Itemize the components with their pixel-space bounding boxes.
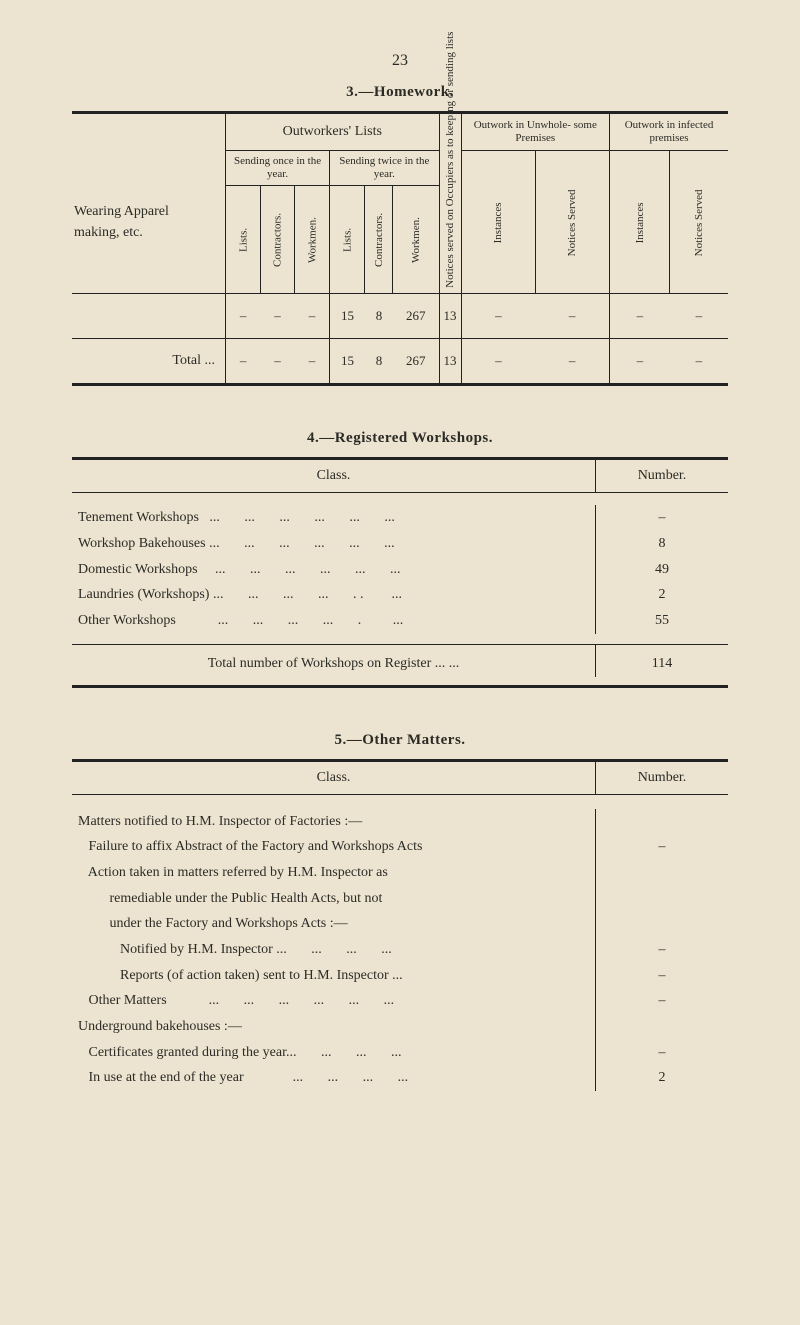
col-class: Class. xyxy=(72,762,596,795)
col-sending-twice: Sending twice in the year. xyxy=(330,151,439,186)
page-number: 23 xyxy=(72,52,728,70)
col-outwork-unwholesome: Outwork in Unwhole- some Premises xyxy=(461,114,610,151)
table-row: Certificates granted during the year... … xyxy=(72,1040,728,1066)
table-row: – – – 15 8 267 13 – – – – xyxy=(72,294,728,339)
section5-heading: 5.—Other Matters. xyxy=(72,732,728,749)
table-row: Workshop Bakehouses ... ... ... ... ... … xyxy=(72,531,728,557)
table-other-matters: Class. Number. Matters notified to H.M. … xyxy=(72,762,728,1092)
table-row: Action taken in matters referred by H.M.… xyxy=(72,860,728,886)
section4-heading: 4.—Registered Workshops. xyxy=(72,430,728,447)
col-outworkers-lists: Outworkers' Lists xyxy=(226,114,440,151)
table-row: under the Factory and Workshops Acts :— xyxy=(72,911,728,937)
table-row: remediable under the Public Health Acts,… xyxy=(72,886,728,912)
table-row: Tenement Workshops ... ... ... ... ... .… xyxy=(72,505,728,531)
table-row: Matters notified to H.M. Inspector of Fa… xyxy=(72,809,728,835)
col-notices-served-1: Notices Served xyxy=(535,151,609,294)
col-lists-2: Lists. xyxy=(330,186,365,294)
col-class: Class. xyxy=(72,460,596,493)
table-row-total: Total number of Workshops on Register ..… xyxy=(72,644,728,676)
col-number: Number. xyxy=(596,762,729,795)
col-outwork-infected: Outwork in infected premises xyxy=(610,114,728,151)
col-sending-once: Sending once in the year. xyxy=(226,151,330,186)
page: 23 3.—Homework. Wearing Apparel making, … xyxy=(0,0,800,1325)
table-row: Reports (of action taken) sent to H.M. I… xyxy=(72,963,728,989)
col-contractors-2: Contractors. xyxy=(365,186,393,294)
col-instances-2: Instances xyxy=(610,151,670,294)
section3-heading: 3.—Homework. xyxy=(72,84,728,101)
col-instances-1: Instances xyxy=(461,151,535,294)
table-workshops: Class. Number. Tenement Workshops ... ..… xyxy=(72,460,728,676)
col-number: Number. xyxy=(596,460,729,493)
table-row: Underground bakehouses :— xyxy=(72,1014,728,1040)
table-row: In use at the end of the year ... ... ..… xyxy=(72,1065,728,1091)
table-row: Other Workshops ... ... ... ... . ...55 xyxy=(72,608,728,634)
col-contractors-1: Contractors. xyxy=(260,186,295,294)
col-lists-1: Lists. xyxy=(226,186,261,294)
table-row: Domestic Workshops ... ... ... ... ... .… xyxy=(72,557,728,583)
table-row-total: Total ... – – – 15 8 267 13 – – – – xyxy=(72,339,728,384)
table-row: Other Matters ... ... ... ... ... ...– xyxy=(72,988,728,1014)
col-notices-served-2: Notices Served xyxy=(670,151,728,294)
row-label: Wearing Apparel making, etc. xyxy=(72,114,226,294)
table-row: Laundries (Workshops) ... ... ... ... . … xyxy=(72,582,728,608)
table-homework: Wearing Apparel making, etc. Outworkers'… xyxy=(72,114,728,383)
col-workmen-1: Workmen. xyxy=(295,186,330,294)
table-row: Notified by H.M. Inspector ... ... ... .… xyxy=(72,937,728,963)
col-notices-occupiers: Notices served on Occupiers as to keepin… xyxy=(439,114,461,294)
col-workmen-2: Workmen. xyxy=(393,186,439,294)
table-row: Failure to affix Abstract of the Factory… xyxy=(72,834,728,860)
